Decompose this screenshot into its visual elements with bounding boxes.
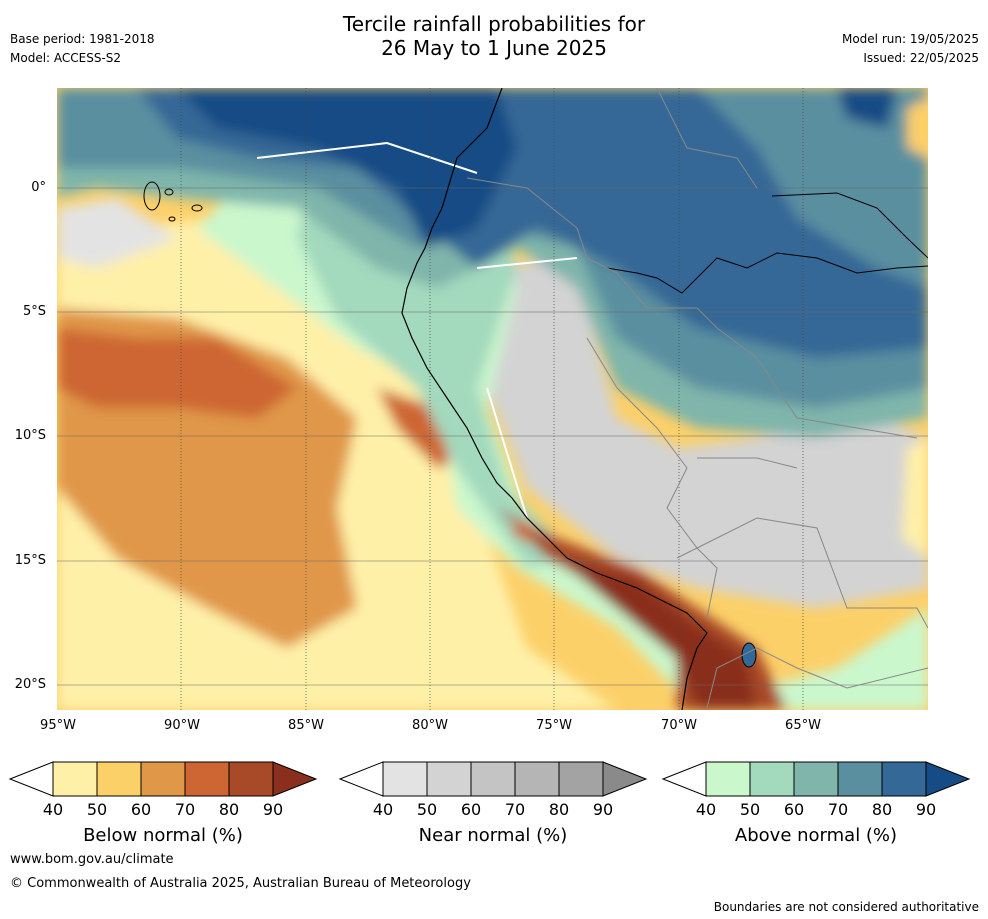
near-normal-title: Near normal (%) [418,825,568,846]
above-tick: 40 [695,800,717,819]
colorbar-above [661,761,971,797]
above-normal-title: Above normal (%) [734,825,898,846]
near-tick: 90 [592,800,614,819]
contour-line [256,141,578,519]
lat-label-10s: 10°S [14,428,46,443]
lon-label-65w: 65°W [785,718,821,733]
copyright-text: © Commonwealth of Australia 2025, Austra… [10,876,471,891]
near-normal-west [57,198,177,268]
above-tick: 80 [871,800,893,819]
below-tick: 90 [262,800,284,819]
disclaimer-text: Boundaries are not considered authoritat… [713,900,979,914]
lon-label-70w: 70°W [661,718,697,733]
issued-text: Issued: 22/05/2025 [863,51,979,65]
model-text: Model: ACCESS-S2 [10,51,122,65]
lon-label-85w: 85°W [288,718,324,733]
colorbar-near-segment [383,762,427,796]
colorbar-below-segment [53,762,97,796]
lat-label-20s: 20°S [14,677,46,692]
lon-label-90w: 90°W [164,718,200,733]
colorbar-above-segment [794,762,838,796]
probability-fields [57,88,928,710]
model-run-text: Model run: 19/05/2025 [841,32,979,46]
above-90-region [177,88,517,248]
near-normal-region [477,258,928,608]
colorbar-below-segment [97,762,141,796]
lon-label-75w: 75°W [536,718,572,733]
website-link[interactable]: www.bom.gov.au/climate [10,852,174,867]
below-tick: 50 [86,800,108,819]
colorbar-near-upper-extend [602,761,648,797]
below-tick: 70 [174,800,196,819]
lat-label-5s: 5°S [22,304,46,319]
colorbar-below-segment [229,762,273,796]
river-north [771,192,928,259]
colorbar-near-segment [515,762,559,796]
colorbar-above-segment [706,762,750,796]
lat-label-0: 0° [31,180,46,195]
above-tick: 70 [827,800,849,819]
lat-label-15s: 15°S [14,553,46,568]
lon-label-95w: 95°W [40,718,76,733]
chart-title: Tercile rainfall probabilities for 26 Ma… [0,12,988,60]
coastline [401,88,708,710]
colorbar-near-lower-extend [338,761,384,797]
probability-map [57,88,928,710]
below-normal-title: Below normal (%) [83,825,243,846]
colorbar-above-lower-extend [661,761,707,797]
colorbar-below-lower-extend [8,761,54,797]
graticule [57,88,928,710]
above-90-north [837,88,897,128]
colorbars [8,761,971,797]
country-borders [466,88,928,709]
colorbar-above-upper-extend [925,761,971,797]
colorbar-below [8,761,318,797]
above-tick: 50 [739,800,761,819]
below-70-coastal [377,388,467,468]
below-70-coastal-strip [512,518,537,543]
near-tick: 60 [460,800,482,819]
lon-label-80w: 80°W [412,718,448,733]
amazon-river [606,252,928,294]
near-tick: 70 [504,800,526,819]
near-tick: 80 [548,800,570,819]
colorbar-near-segment [427,762,471,796]
colorbar-below-upper-extend [272,761,318,797]
colorbar-near-segment [471,762,515,796]
title-line-1: Tercile rainfall probabilities for [342,12,646,36]
colorbar-above-segment [838,762,882,796]
near-tick: 40 [372,800,394,819]
below-tick: 40 [42,800,64,819]
colorbar-below-segment [185,762,229,796]
below-70-region [57,328,297,418]
colorbar-above-segment [882,762,926,796]
colorbar-near [338,761,648,797]
above-tick: 60 [783,800,805,819]
below-tick: 60 [130,800,152,819]
below-50-ne [907,98,928,158]
galapagos-islands [143,181,203,222]
base-period-text: Base period: 1981-2018 [10,32,155,46]
near-tick: 50 [416,800,438,819]
below-90-coastal-strip [557,558,757,710]
colorbar-near-segment [559,762,603,796]
colorbar-above-segment [750,762,794,796]
below-tick: 80 [218,800,240,819]
colorbar-below-segment [141,762,185,796]
title-line-2: 26 May to 1 June 2025 [381,36,607,60]
above-tick: 90 [915,800,937,819]
below-40-east [902,438,928,558]
